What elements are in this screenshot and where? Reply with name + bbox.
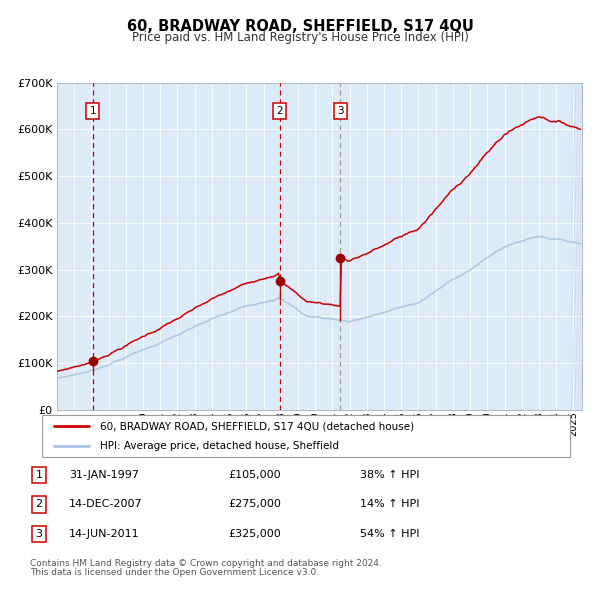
FancyBboxPatch shape [42,415,570,457]
Text: £105,000: £105,000 [228,470,281,480]
Text: 31-JAN-1997: 31-JAN-1997 [69,470,139,480]
Text: 1: 1 [89,106,96,116]
Text: 14-DEC-2007: 14-DEC-2007 [69,500,143,509]
Text: 2: 2 [277,106,283,116]
Text: 2: 2 [35,500,43,509]
Text: 60, BRADWAY ROAD, SHEFFIELD, S17 4QU (detached house): 60, BRADWAY ROAD, SHEFFIELD, S17 4QU (de… [100,421,414,431]
Text: 60, BRADWAY ROAD, SHEFFIELD, S17 4QU: 60, BRADWAY ROAD, SHEFFIELD, S17 4QU [127,19,473,34]
Text: Contains HM Land Registry data © Crown copyright and database right 2024.: Contains HM Land Registry data © Crown c… [30,559,382,568]
Text: 14% ↑ HPI: 14% ↑ HPI [360,500,419,509]
Text: £325,000: £325,000 [228,529,281,539]
Text: Price paid vs. HM Land Registry's House Price Index (HPI): Price paid vs. HM Land Registry's House … [131,31,469,44]
Text: HPI: Average price, detached house, Sheffield: HPI: Average price, detached house, Shef… [100,441,339,451]
Text: 3: 3 [35,529,43,539]
Text: This data is licensed under the Open Government Licence v3.0.: This data is licensed under the Open Gov… [30,568,319,577]
Text: £275,000: £275,000 [228,500,281,509]
Text: 14-JUN-2011: 14-JUN-2011 [69,529,140,539]
Text: 54% ↑ HPI: 54% ↑ HPI [360,529,419,539]
Text: 1: 1 [35,470,43,480]
Text: 3: 3 [337,106,343,116]
Text: 38% ↑ HPI: 38% ↑ HPI [360,470,419,480]
